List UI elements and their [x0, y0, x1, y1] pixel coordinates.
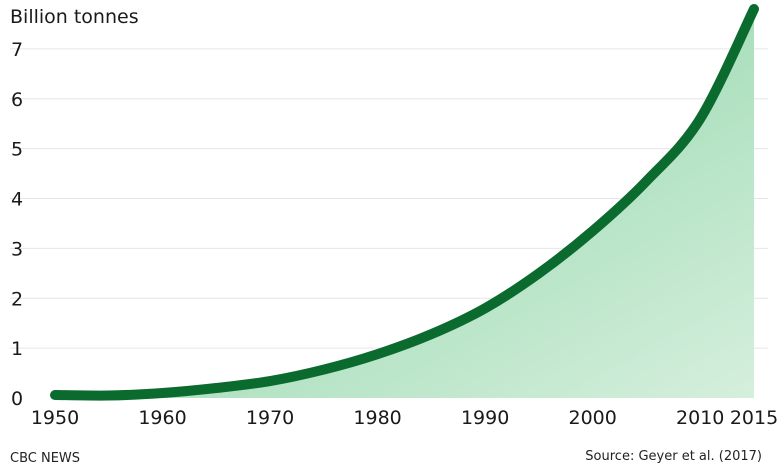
y-tick-label: 2 [11, 288, 23, 310]
x-tick-label: 2010 [676, 407, 724, 429]
y-tick-labels: 0 1 2 3 4 5 6 7 [11, 39, 23, 410]
series-line [50, 4, 759, 401]
x-tick-label: 1950 [31, 407, 79, 429]
source-label: Source: Geyer et al. (2017) [585, 449, 762, 464]
y-tick-label: 5 [11, 139, 23, 161]
x-tick-labels: 1950 1960 1970 1980 1990 2000 2010 2015 [31, 407, 778, 429]
y-tick-label: 4 [11, 189, 23, 211]
y-tick-label: 0 [11, 388, 23, 410]
y-axis-label: Billion tonnes [10, 6, 139, 28]
x-tick-label: 1980 [353, 407, 401, 429]
y-tick-label: 7 [11, 39, 23, 61]
y-tick-label: 1 [11, 338, 23, 360]
area-fill [55, 9, 754, 398]
x-tick-label: 2015 [730, 407, 778, 429]
y-tick-label: 6 [11, 89, 23, 111]
x-tick-label: 2000 [569, 407, 617, 429]
x-tick-label: 1970 [246, 407, 294, 429]
y-tick-label: 3 [11, 238, 23, 260]
brand-label: CBC NEWS [10, 451, 81, 466]
x-tick-label: 1990 [461, 407, 509, 429]
x-tick-label: 1960 [138, 407, 186, 429]
